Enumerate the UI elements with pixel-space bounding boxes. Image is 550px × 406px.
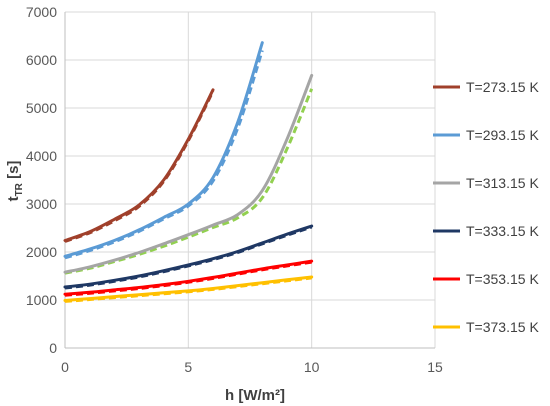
legend-label: T=293.15 K — [466, 127, 539, 143]
legend-label: T=333.15 K — [466, 223, 539, 239]
x-tick-label: 15 — [427, 359, 443, 375]
series-dashed-line-3 — [64, 88, 314, 275]
y-axis-label-subscript: TR — [14, 182, 25, 196]
legend-label: T=373.15 K — [466, 319, 539, 335]
legend-label: T=313.15 K — [466, 175, 539, 191]
axes: 0 1000 2000 3000 4000 5000 6000 7000 0 5 10 15 — [26, 4, 443, 375]
series-solid-line-2 — [63, 41, 264, 258]
y-axis-label-unit: [s] — [5, 161, 22, 184]
series-dashed-line-1 — [64, 90, 215, 243]
x-tick-label: 10 — [304, 359, 320, 375]
series-solid-line-6 — [63, 275, 314, 302]
gridlines — [65, 11, 436, 348]
series-solid-line-4 — [63, 224, 314, 289]
legend-label: T=273.15 K — [466, 79, 539, 95]
series-dashed-line-2 — [64, 49, 264, 260]
x-axis-label: h [W/m²] — [225, 387, 285, 404]
series-solid-line-5 — [63, 259, 314, 296]
y-tick-label: 6000 — [26, 52, 57, 68]
series-solid-line-1 — [63, 88, 215, 242]
x-tick-label: 5 — [184, 359, 192, 375]
series-solid-line-3 — [63, 73, 314, 274]
y-axis-label-main: t — [5, 196, 22, 201]
y-tick-label: 4000 — [26, 148, 57, 164]
y-tick-label: 0 — [49, 340, 57, 356]
y-axis-label: tTR [s] — [5, 161, 25, 202]
y-tick-label: 5000 — [26, 100, 57, 116]
y-tick-label: 1000 — [26, 292, 57, 308]
y-tick-label: 2000 — [26, 244, 57, 260]
y-tick-label: 7000 — [26, 4, 57, 20]
y-tick-label: 3000 — [26, 196, 57, 212]
legend-label: T=353.15 K — [466, 271, 539, 287]
legend: T=273.15 K T=293.15 K T=313.15 K T=333.15 K… — [433, 79, 539, 335]
series-lines — [63, 41, 314, 303]
x-tick-label: 0 — [61, 359, 69, 375]
